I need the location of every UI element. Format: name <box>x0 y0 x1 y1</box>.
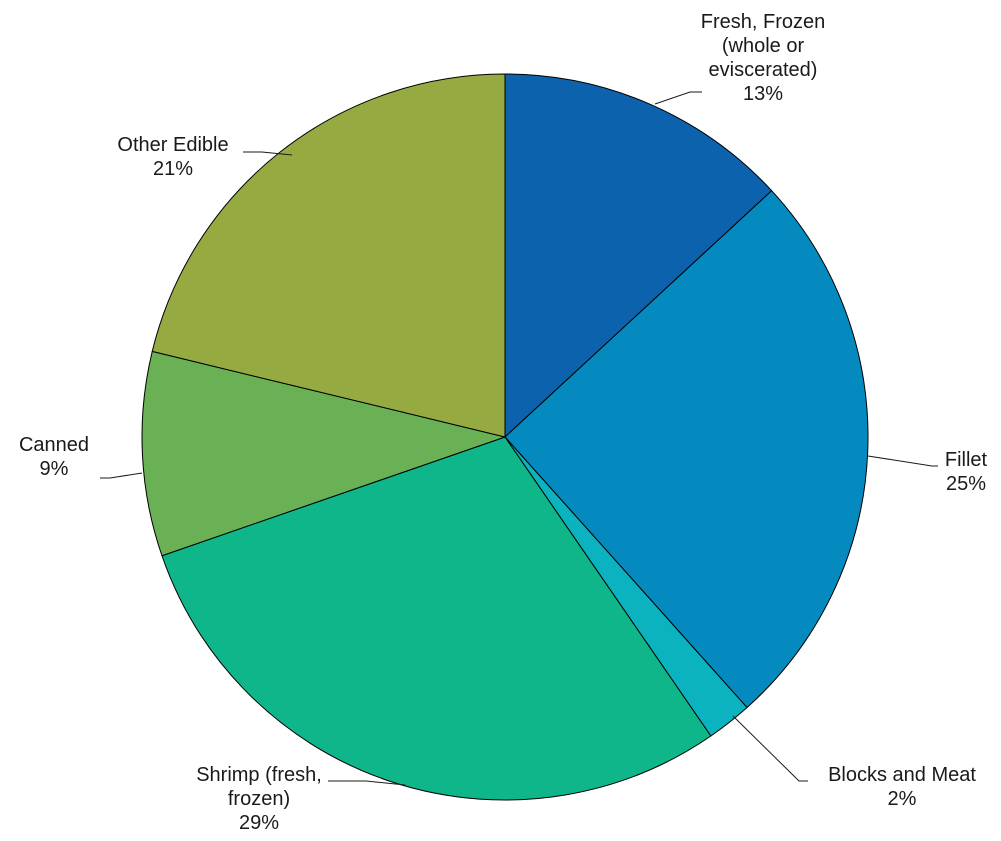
leader-line-1 <box>867 455 938 467</box>
pie-slice-3 <box>161 436 712 801</box>
slice-name-label: Blocks and Meat <box>828 764 976 786</box>
leader-lines <box>100 91 938 786</box>
slice-value-label: 13% <box>743 83 783 105</box>
pie-slices <box>141 73 869 801</box>
slice-value-label: 2% <box>888 788 917 810</box>
slice-value-label: 21% <box>153 158 193 180</box>
slice-name-label: Fresh, Frozen <box>701 11 825 33</box>
slice-label-3: Shrimp (fresh, frozen) 29% <box>196 764 322 834</box>
pie-slice-1 <box>504 190 869 709</box>
slice-label-5: Other Edible 21% <box>117 134 228 180</box>
leader-line-5 <box>243 151 293 156</box>
slice-name-label: Other Edible <box>117 134 228 156</box>
leader-line-4 <box>100 472 143 479</box>
slice-name-label: (whole or <box>722 35 805 57</box>
slice-value-label: 25% <box>946 473 986 495</box>
slice-name-label: eviscerated) <box>709 59 818 81</box>
slice-name-label: Canned <box>19 434 89 456</box>
pie-slice-5 <box>151 73 506 438</box>
slice-label-1: Fillet 25% <box>945 449 988 495</box>
pie-slice-0 <box>504 73 773 438</box>
slice-value-label: 29% <box>239 812 279 834</box>
slice-label-4: Canned 9% <box>19 434 89 480</box>
slice-name-label: Fillet <box>945 449 988 471</box>
leader-line-2 <box>732 715 808 782</box>
leader-line-3 <box>328 780 406 786</box>
slice-value-label: 9% <box>40 458 69 480</box>
slice-name-label: Shrimp (fresh, <box>196 764 322 786</box>
slice-labels: Fresh, Frozen (whole or eviscerated) 13% Fil… <box>19 11 988 834</box>
leader-line-0 <box>654 91 702 105</box>
slice-label-0: Fresh, Frozen (whole or eviscerated) 13% <box>701 11 825 105</box>
slice-name-label: frozen) <box>228 788 290 810</box>
slice-label-2: Blocks and Meat 2% <box>828 764 976 810</box>
pie-slice-4 <box>141 350 506 557</box>
